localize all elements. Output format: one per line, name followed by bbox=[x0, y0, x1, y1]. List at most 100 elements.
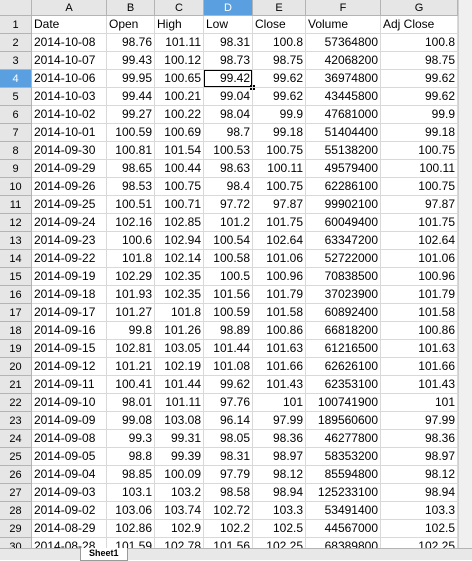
cell-a27[interactable]: 2014-09-03 bbox=[32, 484, 107, 502]
cell-d14[interactable]: 100.58 bbox=[204, 250, 253, 268]
row-header[interactable]: 13 bbox=[0, 232, 32, 250]
cell-g11[interactable]: 97.87 bbox=[381, 196, 458, 214]
cell-a3[interactable]: 2014-10-07 bbox=[32, 52, 107, 70]
cell-g30[interactable]: 102.25 bbox=[381, 538, 458, 548]
cell-b1[interactable]: Open bbox=[107, 16, 155, 34]
cell-e16[interactable]: 101.79 bbox=[253, 286, 306, 304]
row-header[interactable]: 6 bbox=[0, 106, 32, 124]
cell-g29[interactable]: 102.5 bbox=[381, 520, 458, 538]
cell-c19[interactable]: 103.05 bbox=[155, 340, 204, 358]
cell-e18[interactable]: 100.86 bbox=[253, 322, 306, 340]
cell-b23[interactable]: 99.08 bbox=[107, 412, 155, 430]
cell-f14[interactable]: 52722000 bbox=[306, 250, 381, 268]
cell-f30[interactable]: 68389800 bbox=[306, 538, 381, 548]
row-header[interactable]: 29 bbox=[0, 520, 32, 538]
column-header-d[interactable]: D bbox=[204, 0, 253, 16]
cell-g5[interactable]: 99.62 bbox=[381, 88, 458, 106]
row-header[interactable]: 10 bbox=[0, 178, 32, 196]
cell-f9[interactable]: 49579400 bbox=[306, 160, 381, 178]
cell-b15[interactable]: 102.29 bbox=[107, 268, 155, 286]
cell-b26[interactable]: 98.85 bbox=[107, 466, 155, 484]
cell-d25[interactable]: 98.31 bbox=[204, 448, 253, 466]
cell-g26[interactable]: 98.12 bbox=[381, 466, 458, 484]
cell-b28[interactable]: 103.06 bbox=[107, 502, 155, 520]
cell-c14[interactable]: 102.14 bbox=[155, 250, 204, 268]
row-header[interactable]: 19 bbox=[0, 340, 32, 358]
cell-d27[interactable]: 98.58 bbox=[204, 484, 253, 502]
row-header[interactable]: 14 bbox=[0, 250, 32, 268]
cell-g17[interactable]: 101.58 bbox=[381, 304, 458, 322]
cell-g23[interactable]: 97.99 bbox=[381, 412, 458, 430]
cell-e26[interactable]: 98.12 bbox=[253, 466, 306, 484]
cell-b12[interactable]: 102.16 bbox=[107, 214, 155, 232]
cell-e8[interactable]: 100.75 bbox=[253, 142, 306, 160]
cell-d12[interactable]: 101.2 bbox=[204, 214, 253, 232]
cell-a11[interactable]: 2014-09-25 bbox=[32, 196, 107, 214]
cell-d26[interactable]: 97.79 bbox=[204, 466, 253, 484]
cell-e10[interactable]: 100.75 bbox=[253, 178, 306, 196]
cell-g18[interactable]: 100.86 bbox=[381, 322, 458, 340]
cell-c4[interactable]: 100.65 bbox=[155, 70, 204, 88]
column-header-g[interactable]: G bbox=[381, 0, 458, 16]
cell-e7[interactable]: 99.18 bbox=[253, 124, 306, 142]
cell-f17[interactable]: 60892400 bbox=[306, 304, 381, 322]
cell-a21[interactable]: 2014-09-11 bbox=[32, 376, 107, 394]
cell-d11[interactable]: 97.72 bbox=[204, 196, 253, 214]
row-header[interactable]: 22 bbox=[0, 394, 32, 412]
row-header[interactable]: 23 bbox=[0, 412, 32, 430]
cell-g13[interactable]: 102.64 bbox=[381, 232, 458, 250]
cell-a30[interactable]: 2014-08-28 bbox=[32, 538, 107, 548]
cell-a23[interactable]: 2014-09-09 bbox=[32, 412, 107, 430]
cell-c9[interactable]: 100.44 bbox=[155, 160, 204, 178]
row-header[interactable]: 4 bbox=[0, 70, 32, 88]
cell-g1[interactable]: Adj Close bbox=[381, 16, 458, 34]
cell-e2[interactable]: 100.8 bbox=[253, 34, 306, 52]
cell-f28[interactable]: 53491400 bbox=[306, 502, 381, 520]
cell-f24[interactable]: 46277800 bbox=[306, 430, 381, 448]
column-header-e[interactable]: E bbox=[253, 0, 306, 16]
cell-e1[interactable]: Close bbox=[253, 16, 306, 34]
cell-g16[interactable]: 101.79 bbox=[381, 286, 458, 304]
cell-b10[interactable]: 98.53 bbox=[107, 178, 155, 196]
cell-b27[interactable]: 103.1 bbox=[107, 484, 155, 502]
cell-d8[interactable]: 100.53 bbox=[204, 142, 253, 160]
cell-g14[interactable]: 101.06 bbox=[381, 250, 458, 268]
cell-c25[interactable]: 99.39 bbox=[155, 448, 204, 466]
cell-g10[interactable]: 100.75 bbox=[381, 178, 458, 196]
cell-a2[interactable]: 2014-10-08 bbox=[32, 34, 107, 52]
vertical-scrollbar[interactable] bbox=[458, 0, 472, 548]
cell-g15[interactable]: 100.96 bbox=[381, 268, 458, 286]
cell-c27[interactable]: 103.2 bbox=[155, 484, 204, 502]
cell-b6[interactable]: 99.27 bbox=[107, 106, 155, 124]
cell-g21[interactable]: 101.43 bbox=[381, 376, 458, 394]
row-header[interactable]: 9 bbox=[0, 160, 32, 178]
column-header-b[interactable]: B bbox=[107, 0, 155, 16]
row-header[interactable]: 30 bbox=[0, 538, 32, 548]
cell-b13[interactable]: 100.6 bbox=[107, 232, 155, 250]
cell-f21[interactable]: 62353100 bbox=[306, 376, 381, 394]
row-header[interactable]: 18 bbox=[0, 322, 32, 340]
cell-d20[interactable]: 101.08 bbox=[204, 358, 253, 376]
cell-g4[interactable]: 99.62 bbox=[381, 70, 458, 88]
cell-g25[interactable]: 98.97 bbox=[381, 448, 458, 466]
cell-c3[interactable]: 100.12 bbox=[155, 52, 204, 70]
cell-a15[interactable]: 2014-09-19 bbox=[32, 268, 107, 286]
row-header[interactable]: 15 bbox=[0, 268, 32, 286]
cell-f4[interactable]: 36974800 bbox=[306, 70, 381, 88]
cell-c15[interactable]: 102.35 bbox=[155, 268, 204, 286]
cell-d30[interactable]: 101.56 bbox=[204, 538, 253, 548]
cell-e20[interactable]: 101.66 bbox=[253, 358, 306, 376]
cell-e25[interactable]: 98.97 bbox=[253, 448, 306, 466]
cell-e11[interactable]: 97.87 bbox=[253, 196, 306, 214]
cell-g28[interactable]: 103.3 bbox=[381, 502, 458, 520]
cell-c22[interactable]: 101.11 bbox=[155, 394, 204, 412]
cell-c24[interactable]: 99.31 bbox=[155, 430, 204, 448]
cell-d1[interactable]: Low bbox=[204, 16, 253, 34]
cell-g3[interactable]: 98.75 bbox=[381, 52, 458, 70]
row-header[interactable]: 11 bbox=[0, 196, 32, 214]
cell-f8[interactable]: 55138200 bbox=[306, 142, 381, 160]
cell-f16[interactable]: 37023900 bbox=[306, 286, 381, 304]
cell-c20[interactable]: 102.19 bbox=[155, 358, 204, 376]
row-header[interactable]: 7 bbox=[0, 124, 32, 142]
cell-d17[interactable]: 100.59 bbox=[204, 304, 253, 322]
